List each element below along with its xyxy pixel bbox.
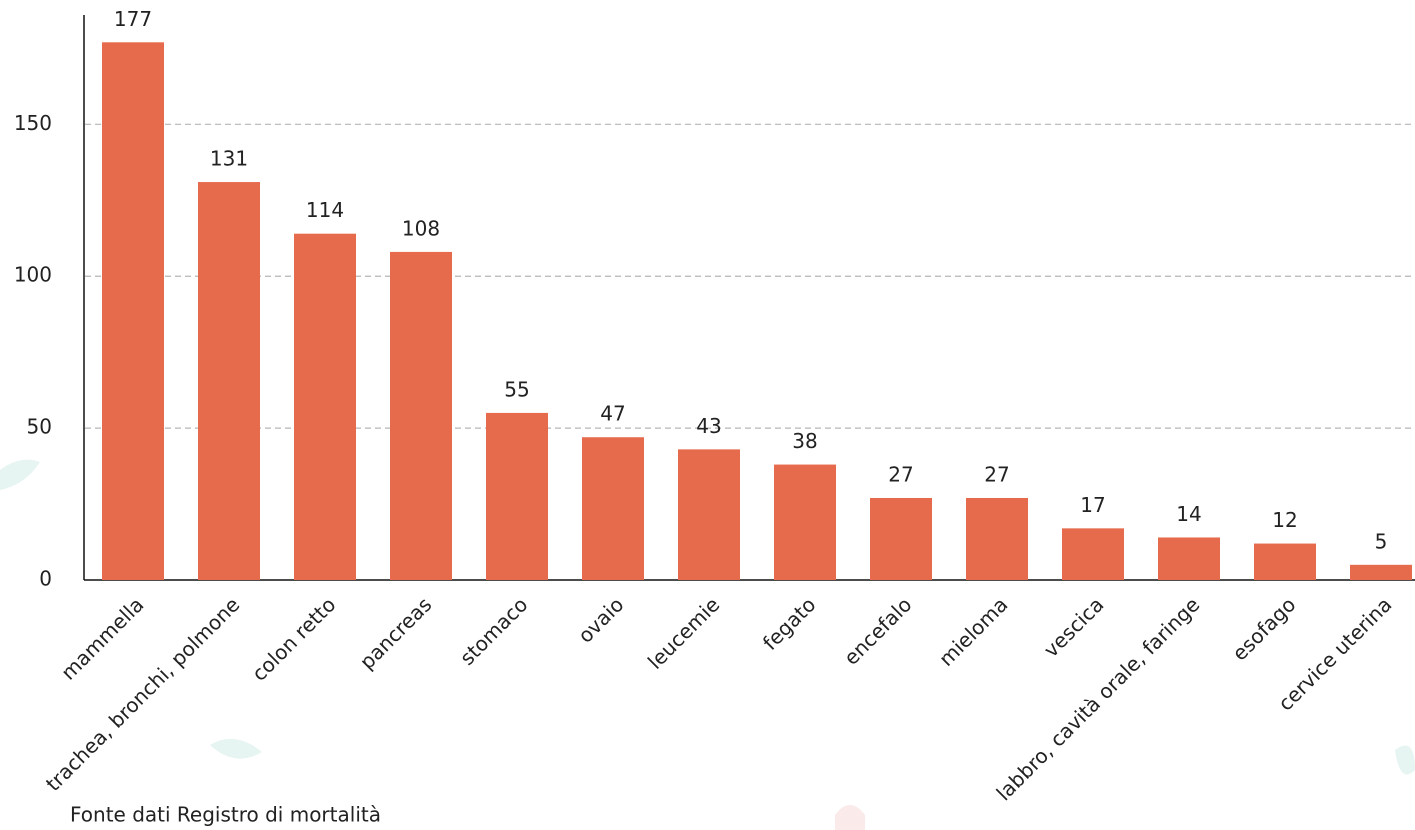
x-tick-label: pancreas (355, 592, 437, 674)
bar (102, 42, 164, 580)
decoration (1395, 745, 1415, 775)
value-label: 43 (696, 414, 721, 438)
value-label: 17 (1080, 493, 1105, 517)
x-tick-label: stomaco (455, 592, 532, 669)
x-tick-label: vescica (1039, 592, 1109, 662)
value-label: 108 (402, 216, 440, 240)
value-label: 47 (600, 402, 625, 426)
x-tick-label: fegato (758, 592, 820, 654)
source-note: Fonte dati Registro di mortalità (70, 803, 381, 827)
value-label: 177 (114, 7, 152, 31)
bar (582, 437, 644, 580)
value-label: 114 (306, 198, 344, 222)
x-tick-label: esofago (1227, 592, 1300, 665)
x-tick-label: ovaio (573, 592, 628, 647)
bar (1158, 537, 1220, 580)
y-tick-label: 50 (27, 415, 52, 439)
x-tick-label: mieloma (934, 592, 1012, 670)
x-tick-label: encefalo (839, 592, 916, 669)
bar (198, 182, 260, 580)
y-tick-label: 100 (14, 263, 52, 287)
x-tick-label: labbro, cavità orale, faringe (992, 592, 1205, 805)
bar (1254, 543, 1316, 580)
bar (1350, 564, 1412, 580)
x-tick-label: mammella (56, 592, 148, 684)
bar (966, 497, 1028, 580)
bar (294, 233, 356, 580)
bar (390, 251, 452, 580)
value-label: 55 (504, 377, 529, 401)
decoration (0, 459, 40, 490)
value-label: 27 (984, 462, 1009, 486)
x-tick-label: colon retto (247, 592, 340, 685)
x-tick-label: leucemie (643, 592, 724, 673)
decoration (835, 805, 865, 830)
decoration (210, 738, 262, 759)
value-label: 5 (1375, 529, 1388, 553)
bar (486, 412, 548, 580)
y-tick-label: 150 (14, 111, 52, 135)
bar (678, 449, 740, 580)
value-label: 131 (210, 147, 248, 171)
value-label: 27 (888, 462, 913, 486)
y-tick-label: 0 (39, 567, 52, 591)
bar (870, 497, 932, 580)
value-label: 14 (1176, 502, 1201, 526)
x-tick-label: trachea, bronchi, polmone (41, 592, 245, 796)
bar (774, 464, 836, 580)
value-label: 12 (1272, 508, 1297, 532)
value-label: 38 (792, 429, 817, 453)
bar (1062, 528, 1124, 580)
